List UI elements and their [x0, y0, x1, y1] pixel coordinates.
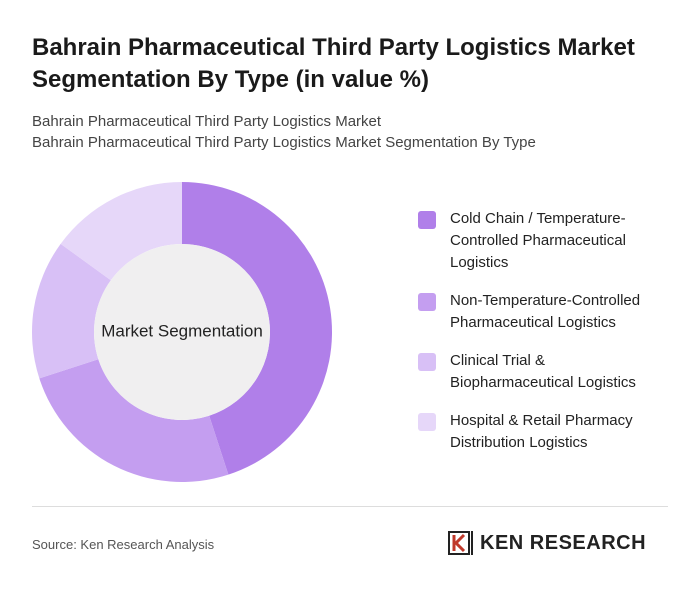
chart-title: Bahrain Pharmaceutical Third Party Logis… [32, 34, 635, 93]
divider [32, 506, 668, 507]
donut-segment [39, 359, 229, 483]
logo-text: KEN RESEARCH [480, 531, 647, 554]
legend: Cold Chain / Temperature-Controlled Phar… [418, 208, 658, 470]
legend-label: Hospital & Retail Pharmacy Distribution … [450, 412, 633, 451]
logo-icon [448, 531, 470, 555]
subtitle: Bahrain Pharmaceutical Third Party Logis… [32, 134, 536, 151]
legend-item: Clinical Trial & Biopharmaceutical Logis… [418, 350, 658, 394]
logo: KEN RESEARCH [448, 531, 646, 555]
logo-bar [471, 531, 473, 555]
legend-item: Non-Temperature-Controlled Pharmaceutica… [418, 290, 658, 334]
legend-swatch [418, 211, 436, 229]
legend-label: Clinical Trial & Biopharmaceutical Logis… [450, 352, 636, 391]
donut-segment [60, 182, 183, 281]
legend-swatch [418, 353, 436, 371]
legend-swatch [418, 413, 436, 431]
legend-item: Cold Chain / Temperature-Controlled Phar… [418, 208, 658, 274]
subtitle: Bahrain Pharmaceutical Third Party Logis… [32, 113, 382, 130]
legend-item: Hospital & Retail Pharmacy Distribution … [418, 410, 658, 454]
donut-chart: Market Segmentation [32, 182, 333, 483]
donut-segment [32, 243, 111, 379]
donut-hole [94, 244, 270, 420]
legend-swatch [418, 293, 436, 311]
source: Source: Ken Research Analysis [32, 537, 215, 552]
donut-segment [182, 182, 333, 475]
legend-label: Non-Temperature-Controlled Pharmaceutica… [450, 292, 641, 331]
legend-label: Cold Chain / Temperature-Controlled Phar… [450, 210, 626, 271]
center-label: Market Segmentation [101, 321, 263, 340]
